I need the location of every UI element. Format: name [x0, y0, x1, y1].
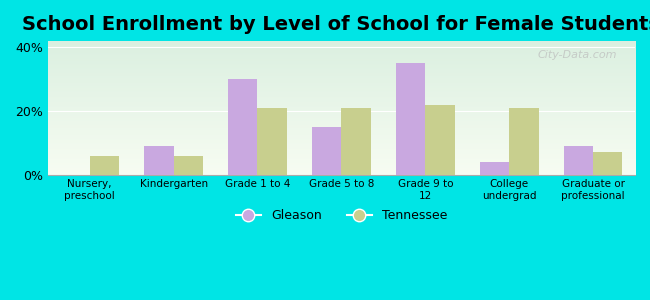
Bar: [90, 155, 119, 175]
Bar: [480, 162, 509, 175]
Title: School Enrollment by Level of School for Female Students: School Enrollment by Level of School for…: [23, 15, 650, 34]
Bar: [425, 105, 454, 175]
Bar: [341, 108, 370, 175]
Text: City-Data.com: City-Data.com: [538, 50, 617, 61]
Legend: Gleason, Tennessee: Gleason, Tennessee: [231, 204, 452, 227]
Bar: [564, 146, 593, 175]
Bar: [593, 152, 623, 175]
Bar: [509, 108, 538, 175]
Bar: [257, 108, 287, 175]
Bar: [228, 79, 257, 175]
Bar: [174, 155, 203, 175]
Bar: [396, 63, 425, 175]
Bar: [312, 127, 341, 175]
Bar: [144, 146, 174, 175]
